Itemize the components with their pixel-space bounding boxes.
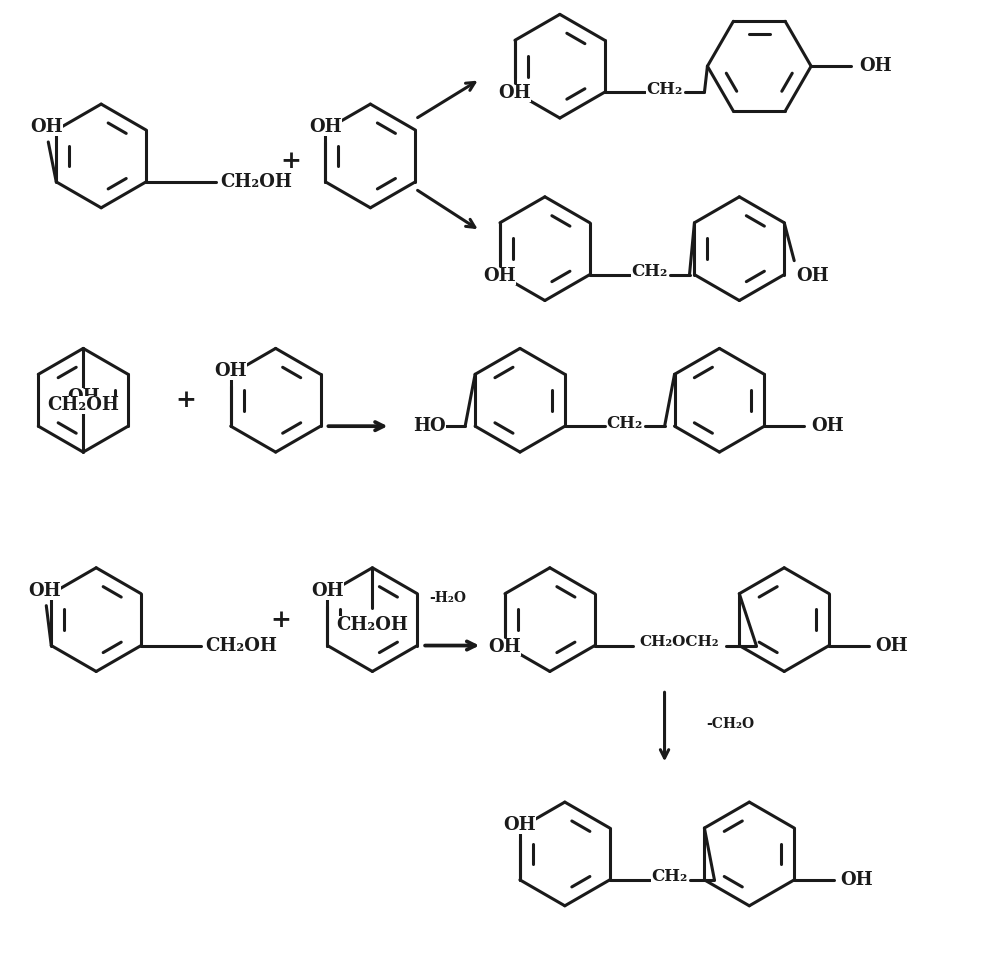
Text: OH: OH — [484, 266, 516, 285]
Text: CH₂: CH₂ — [631, 263, 667, 280]
Text: OH: OH — [28, 581, 60, 600]
Text: CH₂: CH₂ — [607, 415, 643, 432]
Text: OH: OH — [309, 118, 342, 136]
Text: -H₂O: -H₂O — [429, 591, 467, 605]
Text: OH: OH — [810, 417, 844, 435]
Text: OH: OH — [215, 363, 247, 380]
Text: CH₂OH: CH₂OH — [205, 637, 277, 654]
Text: OH: OH — [499, 85, 531, 102]
Text: OH: OH — [30, 118, 62, 136]
Text: CH₂OH: CH₂OH — [220, 173, 291, 191]
Text: OH: OH — [504, 816, 536, 834]
Text: OH: OH — [311, 581, 344, 600]
Text: CH₂OH: CH₂OH — [47, 397, 119, 414]
Text: CH₂OCH₂: CH₂OCH₂ — [640, 635, 720, 648]
Text: CH₂OH: CH₂OH — [337, 615, 408, 634]
Text: +: + — [270, 608, 291, 632]
Text: OH: OH — [876, 637, 908, 654]
Text: OH: OH — [489, 638, 521, 655]
Text: OH: OH — [796, 266, 829, 285]
Text: HO: HO — [413, 417, 446, 435]
Text: CH₂: CH₂ — [646, 81, 682, 97]
Text: OH: OH — [860, 57, 892, 75]
Text: -CH₂O: -CH₂O — [707, 717, 755, 731]
Text: +: + — [175, 388, 197, 412]
Text: OH: OH — [841, 871, 873, 888]
Text: CH₂: CH₂ — [651, 868, 687, 885]
Text: +: + — [280, 149, 301, 173]
Text: OH: OH — [67, 388, 100, 406]
